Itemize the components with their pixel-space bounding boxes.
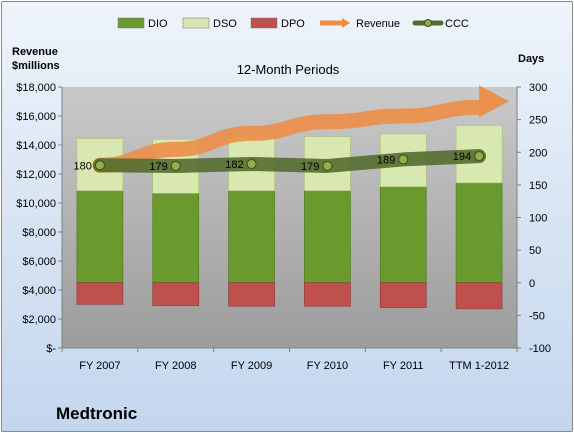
- chart-title: 12-Month Periods: [237, 62, 340, 77]
- y-left-tick-label: $4,000: [22, 285, 56, 297]
- ccc-point: [474, 151, 485, 162]
- y-right-title: Days: [518, 53, 544, 65]
- ccc-data-label: 179: [149, 161, 167, 173]
- x-tick-label: TTM 1-2012: [449, 360, 509, 372]
- ccc-point: [322, 160, 333, 171]
- bar-dio: [304, 190, 351, 284]
- legend-marker-ccc: [424, 19, 432, 27]
- y-right-tick-label: 200: [529, 147, 547, 159]
- x-tick-label: FY 2009: [231, 360, 272, 372]
- y-left-tick-label: $6,000: [22, 256, 56, 268]
- bar-dpo: [379, 282, 427, 308]
- ccc-data-label: 182: [225, 159, 243, 171]
- y-right-tick-label: 0: [529, 278, 535, 290]
- bar-dio: [455, 182, 503, 284]
- legend-label: DSO: [213, 18, 237, 30]
- bar-dio: [228, 190, 275, 284]
- y-left-tick-label: $10,000: [16, 198, 56, 210]
- legend-label: DIO: [148, 18, 168, 30]
- ccc-line: [92, 149, 487, 173]
- legend-label: Revenue: [356, 18, 400, 30]
- y-right-tick-label: 100: [529, 213, 547, 225]
- revenue-line: [92, 99, 487, 173]
- legend-label: CCC: [445, 18, 469, 30]
- legend-swatch-dpo: [250, 17, 278, 29]
- ccc-point: [94, 160, 105, 171]
- y-right-tick-label: 150: [529, 180, 547, 192]
- ccc-point: [398, 154, 409, 165]
- x-tick-label: FY 2011: [383, 360, 424, 372]
- y-left-tick-label: $16,000: [16, 111, 56, 123]
- bar-dpo: [228, 282, 275, 307]
- y-left-tick-label: $12,000: [16, 169, 56, 181]
- bar-dpo: [304, 282, 351, 307]
- ccc-point: [170, 160, 181, 171]
- legend: DIO DSO DPO Revenue CCC: [117, 17, 469, 30]
- y-right-tick-label: 300: [529, 82, 547, 94]
- y-left-title-line1: Revenue: [12, 46, 58, 58]
- company-name: Medtronic: [56, 404, 138, 423]
- bar-dio: [76, 190, 124, 284]
- bars-layer: [76, 125, 503, 310]
- legend-swatch-dso: [182, 17, 210, 29]
- ccc-data-label: 179: [301, 161, 319, 173]
- legend-swatch-dio: [117, 17, 145, 29]
- bar-dio: [152, 193, 200, 284]
- ccc-data-label: 180: [74, 160, 92, 172]
- ccc-data-label: 194: [453, 151, 471, 163]
- bar-dio: [379, 186, 427, 284]
- axes-layer: $- $2,000 $4,000 $6,000 $8,000 $10,000 $12,000…: [16, 82, 551, 372]
- legend-arrowhead: [342, 18, 350, 28]
- ccc-data-label: 189: [377, 154, 395, 166]
- y-left-tick-label: $18,000: [16, 82, 56, 94]
- y-left-tick-label: $2,000: [22, 314, 56, 326]
- x-tick-label: FY 2010: [307, 360, 348, 372]
- bar-dpo: [455, 282, 503, 310]
- y-right-tick-label: -50: [529, 310, 545, 322]
- y-left-tick-label: $8,000: [22, 227, 56, 239]
- revenue-arrowhead: [479, 85, 510, 118]
- y-left-tick-label: $-: [46, 343, 56, 355]
- ccc-point: [246, 158, 257, 169]
- revenue-layer: [92, 85, 510, 173]
- legend-label: DPO: [281, 18, 305, 30]
- ccc-layer: 180 179 182 179 189 194: [74, 149, 487, 173]
- y-right-tick-label: 50: [529, 245, 541, 257]
- bar-dpo: [152, 282, 200, 306]
- y-right-tick-label: -100: [529, 343, 551, 355]
- y-left-title-line2: $millions: [12, 60, 60, 72]
- y-left-tick-label: $14,000: [16, 140, 56, 152]
- x-tick-label: FY 2007: [79, 360, 120, 372]
- y-right-tick-label: 250: [529, 115, 547, 127]
- x-tick-label: FY 2008: [155, 360, 196, 372]
- bar-dpo: [76, 282, 124, 305]
